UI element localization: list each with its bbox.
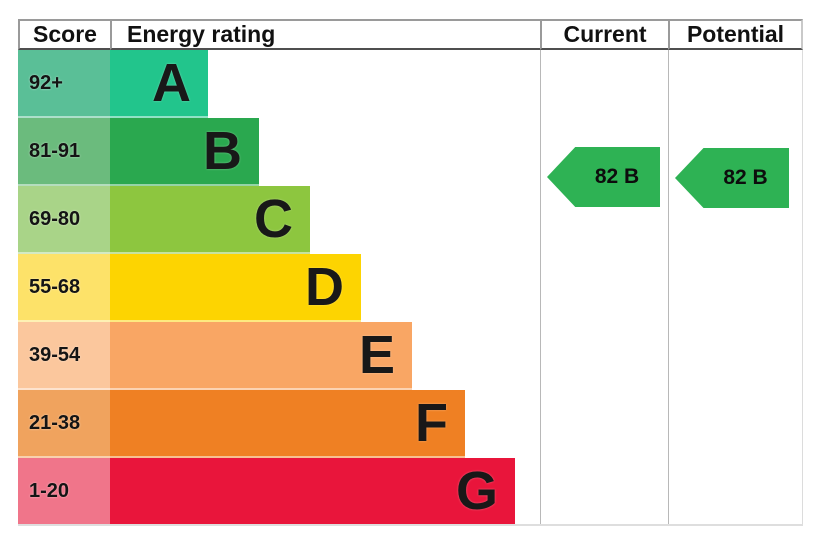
band-score-range: 92+ xyxy=(18,50,110,118)
band-letter: D xyxy=(305,257,344,317)
band-letter: B xyxy=(203,121,242,181)
current-rating-label: 82 B xyxy=(594,165,640,188)
chart-header-row: Score Energy rating Current Potential xyxy=(18,19,803,50)
band-score-range: 21-38 xyxy=(18,390,110,458)
header-energy-rating: Energy rating xyxy=(110,19,540,50)
band-row-e: 39-54 E xyxy=(18,322,515,390)
band-letter: C xyxy=(254,189,293,249)
band-row-g: 1-20 G xyxy=(18,458,515,526)
band-bar: B xyxy=(110,118,259,186)
band-bar: G xyxy=(110,458,515,526)
band-score-range: 55-68 xyxy=(18,254,110,322)
potential-column-divider xyxy=(668,50,669,526)
band-letter: G xyxy=(455,461,498,521)
band-score-range: 81-91 xyxy=(18,118,110,186)
band-score-range: 39-54 xyxy=(18,322,110,390)
band-letter: E xyxy=(358,325,395,385)
band-row-a: 92+ A xyxy=(18,50,515,118)
header-score: Score xyxy=(18,19,110,50)
band-row-c: 69-80 C xyxy=(18,186,515,254)
potential-rating-label: 82 B xyxy=(723,166,768,189)
band-score-range: 1-20 xyxy=(18,458,110,526)
band-bar: F xyxy=(110,390,465,458)
band-row-b: 81-91 B xyxy=(18,118,515,186)
band-row-f: 21-38 F xyxy=(18,390,515,458)
band-bar: D xyxy=(110,254,361,322)
header-current: Current xyxy=(540,19,668,50)
band-bar: A xyxy=(110,50,208,118)
current-rating-arrow: 82 B xyxy=(547,147,660,207)
band-rows: 92+ A 81-91 B 69-80 C 55-68 D 39-54 E 21… xyxy=(18,50,515,526)
band-score-range: 69-80 xyxy=(18,186,110,254)
potential-rating-arrow: 82 B xyxy=(675,148,789,208)
band-row-d: 55-68 D xyxy=(18,254,515,322)
band-letter: A xyxy=(152,53,191,113)
table-bottom-border xyxy=(18,524,803,526)
band-letter: F xyxy=(415,393,448,453)
table-right-border xyxy=(802,50,803,526)
header-potential: Potential xyxy=(668,19,803,50)
epc-rating-chart: Score Energy rating Current Potential 92… xyxy=(18,19,803,526)
band-bar: E xyxy=(110,322,412,390)
band-bar: C xyxy=(110,186,310,254)
current-column-divider xyxy=(540,50,541,526)
